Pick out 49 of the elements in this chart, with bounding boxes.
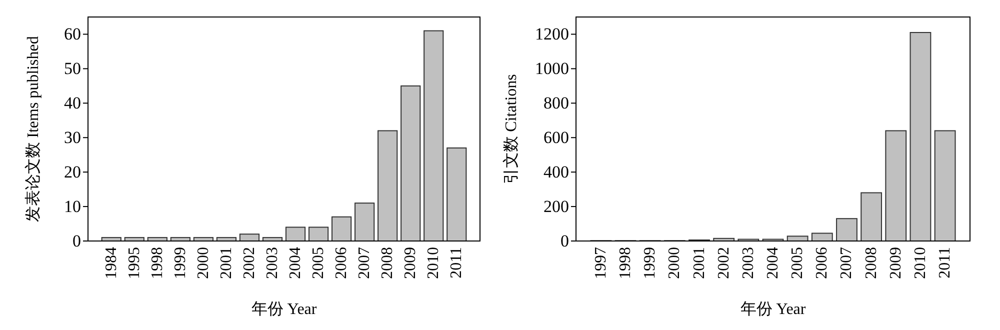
x-tick-label: 2010 (425, 247, 442, 279)
x-tick-label: 2007 (356, 247, 374, 279)
y-tick-label: 1000 (535, 59, 569, 78)
y-tick-label: 800 (544, 94, 569, 113)
x-tick-label: 1995 (126, 247, 143, 279)
y-tick-label: 30 (64, 128, 81, 148)
y-tick-label: 50 (64, 59, 81, 78)
y-tick-label: 600 (544, 128, 569, 148)
x-tick-label: 2008 (862, 247, 880, 279)
x-tick-label: 2011 (448, 247, 466, 278)
y-tick-label: 20 (64, 162, 81, 182)
x-tick-label: 2005 (310, 247, 328, 279)
x-tick-label: 2007 (838, 247, 856, 279)
x-tick-label: 2008 (379, 247, 396, 279)
y-axis-title: 发表论文数 Items published (24, 36, 42, 222)
y-tick-label: 400 (544, 162, 569, 182)
x-tick-label: 2001 (218, 247, 235, 279)
x-tick-label: 2003 (264, 247, 281, 279)
x-tick-label: 2005 (789, 247, 806, 279)
x-axis-title: 年份 Year (740, 301, 806, 318)
x-tick-label: 2004 (287, 247, 304, 279)
x-axis-title: 年份 Year (251, 301, 318, 318)
y-tick-label: 10 (64, 197, 81, 216)
x-tick-label: 1999 (642, 247, 659, 279)
x-tick-label: 1999 (172, 247, 189, 279)
y-tick-label: 40 (64, 94, 81, 113)
x-tick-label: 2011 (936, 247, 954, 278)
y-tick-label: 0 (72, 232, 81, 250)
x-tick-label: 2002 (240, 247, 258, 279)
y-tick-label: 200 (544, 197, 569, 216)
x-tick-label: 2009 (402, 247, 420, 279)
y-tick-label: 60 (64, 24, 81, 44)
x-tick-label: 2004 (764, 247, 782, 279)
y-tick-label: 0 (560, 232, 569, 250)
x-tick-label: 2000 (194, 247, 212, 279)
x-tick-label: 2003 (740, 247, 757, 279)
x-tick-label: 2001 (690, 247, 708, 279)
y-tick-label: 1200 (535, 24, 569, 44)
x-tick-label: 2002 (715, 247, 732, 279)
x-tick-label: 2010 (912, 247, 929, 279)
x-tick-label: 2009 (887, 247, 904, 279)
x-tick-label: 2000 (666, 247, 684, 279)
x-tick-label: 1998 (148, 247, 166, 279)
x-tick-label: 1998 (617, 247, 634, 279)
x-tick-label: 2006 (814, 247, 831, 279)
y-axis-title: 引文数 Citations (502, 74, 520, 184)
x-tick-label: 2006 (333, 247, 350, 279)
x-tick-label: 1984 (102, 247, 120, 279)
x-tick-label: 1997 (592, 247, 610, 279)
